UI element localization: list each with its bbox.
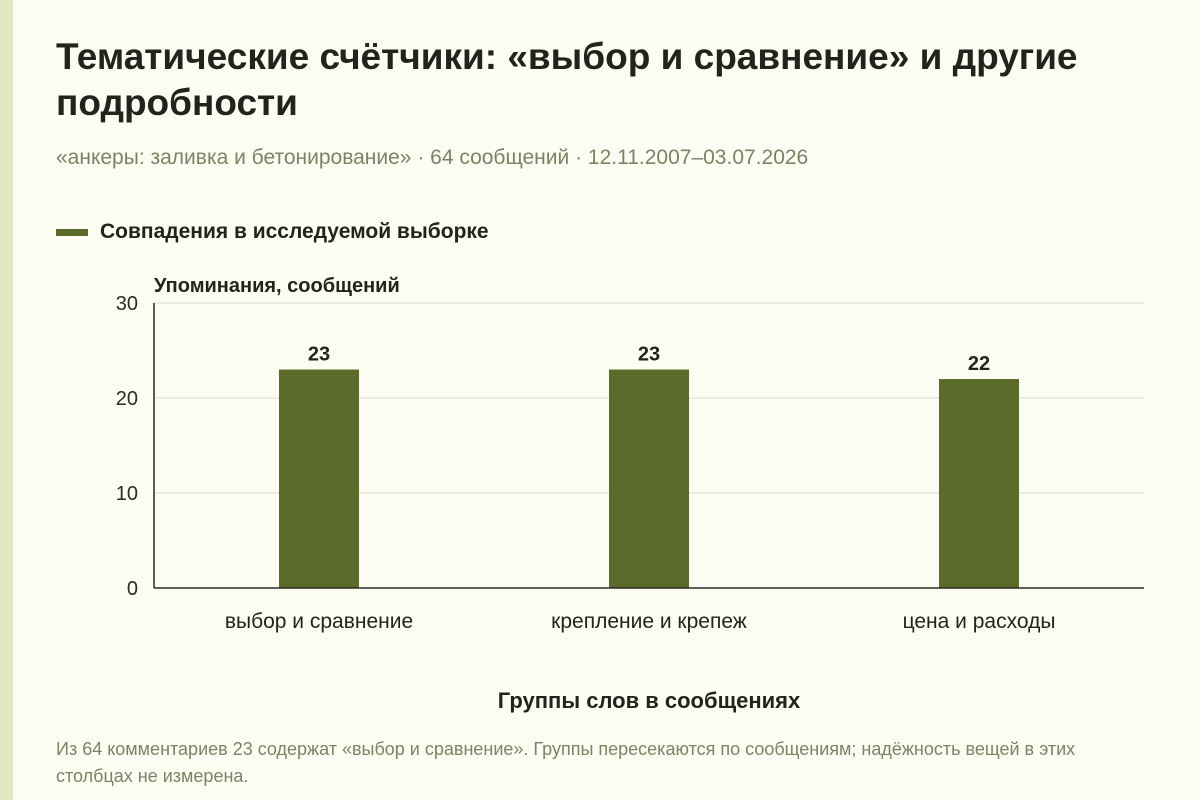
bar-value-label: 23: [308, 344, 330, 366]
x-tick-label: цена и расходы: [903, 610, 1056, 633]
bar-value-label: 22: [968, 353, 990, 375]
legend-swatch: [56, 228, 88, 236]
bar-value-label: 23: [638, 344, 660, 366]
footnote: Из 64 комментариев 23 содержат «выбор и …: [56, 739, 1076, 786]
y-tick-label: 10: [116, 483, 138, 505]
y-tick-label: 30: [116, 293, 138, 315]
y-axis-title: Упоминания, сообщений: [154, 275, 400, 297]
left-accent-stripe: [0, 0, 13, 800]
bar: [939, 379, 1019, 588]
bars-layer: [279, 369, 1019, 588]
x-tick-label: крепление и крепеж: [551, 610, 747, 633]
legend: Совпадения в исследуемой выборке: [56, 220, 489, 244]
bar: [609, 369, 689, 588]
labels-layer: 0 10 20 30 23 выбор и сравнение 23 крепление и …: [116, 293, 1056, 633]
x-tick-label: выбор и сравнение: [225, 610, 413, 633]
x-axis-title: Группы слов в сообщениях: [498, 688, 801, 713]
y-tick-label: 0: [127, 578, 138, 600]
y-tick-label: 20: [116, 388, 138, 410]
legend-label: Совпадения в исследуемой выборке: [100, 220, 489, 243]
bar: [279, 369, 359, 588]
chart-title: Тематические счётчики: «выбор и сравнени…: [56, 36, 1078, 123]
chart-subtitle: «анкеры: заливка и бетонирование» · 64 с…: [56, 146, 809, 169]
